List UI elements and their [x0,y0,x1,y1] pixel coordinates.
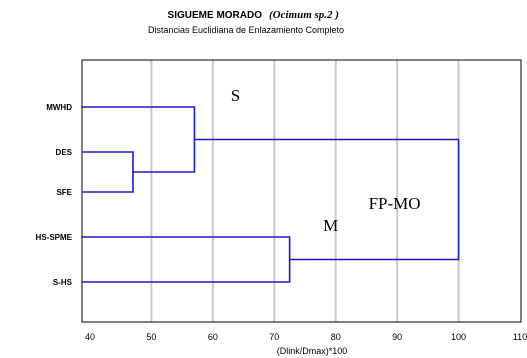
x-tick-110: 110 [513,332,527,342]
x-tick-50: 50 [146,332,156,342]
x-tick-90: 90 [392,332,402,342]
x-tick-60: 60 [208,332,218,342]
chart-subtitle: Distancias Euclidiana de Enlazamiento Co… [148,25,344,35]
leaf-label-s-hs: S-HS [53,278,73,287]
leaf-labels: MWHD DES SFE HS-SPME S-HS [36,103,73,287]
cluster-label-fp-mo: FP-MO [369,194,421,213]
x-tick-labels: 40 50 60 70 80 90 100 110 [85,332,527,342]
leaf-label-mwhd: MWHD [46,103,72,112]
leaf-label-hs-spme: HS-SPME [36,233,73,242]
plot-frame [81,59,522,323]
chart-title: SIGUEME MORADO [168,10,263,21]
cluster-label-m: M [323,216,338,235]
x-tick-70: 70 [269,332,279,342]
link-mwhd-des-sfe [82,106,196,173]
dendrogram-links [82,106,460,283]
link-s-m [194,138,460,261]
x-tick-100: 100 [451,332,466,342]
link-hs-spme-s-hs [82,236,291,283]
x-axis-label: (Dlink/Dmax)*100 [277,346,348,356]
leaf-label-sfe: SFE [56,188,72,197]
cluster-label-s: S [231,86,240,105]
leaf-label-des: DES [56,148,73,157]
chart-title-species: (Ocimum sp.2 ) [269,9,339,21]
x-tick-80: 80 [331,332,341,342]
cluster-labels: S M FP-MO [231,86,421,235]
x-tick-40: 40 [85,332,95,342]
link-des-sfe [82,151,134,193]
